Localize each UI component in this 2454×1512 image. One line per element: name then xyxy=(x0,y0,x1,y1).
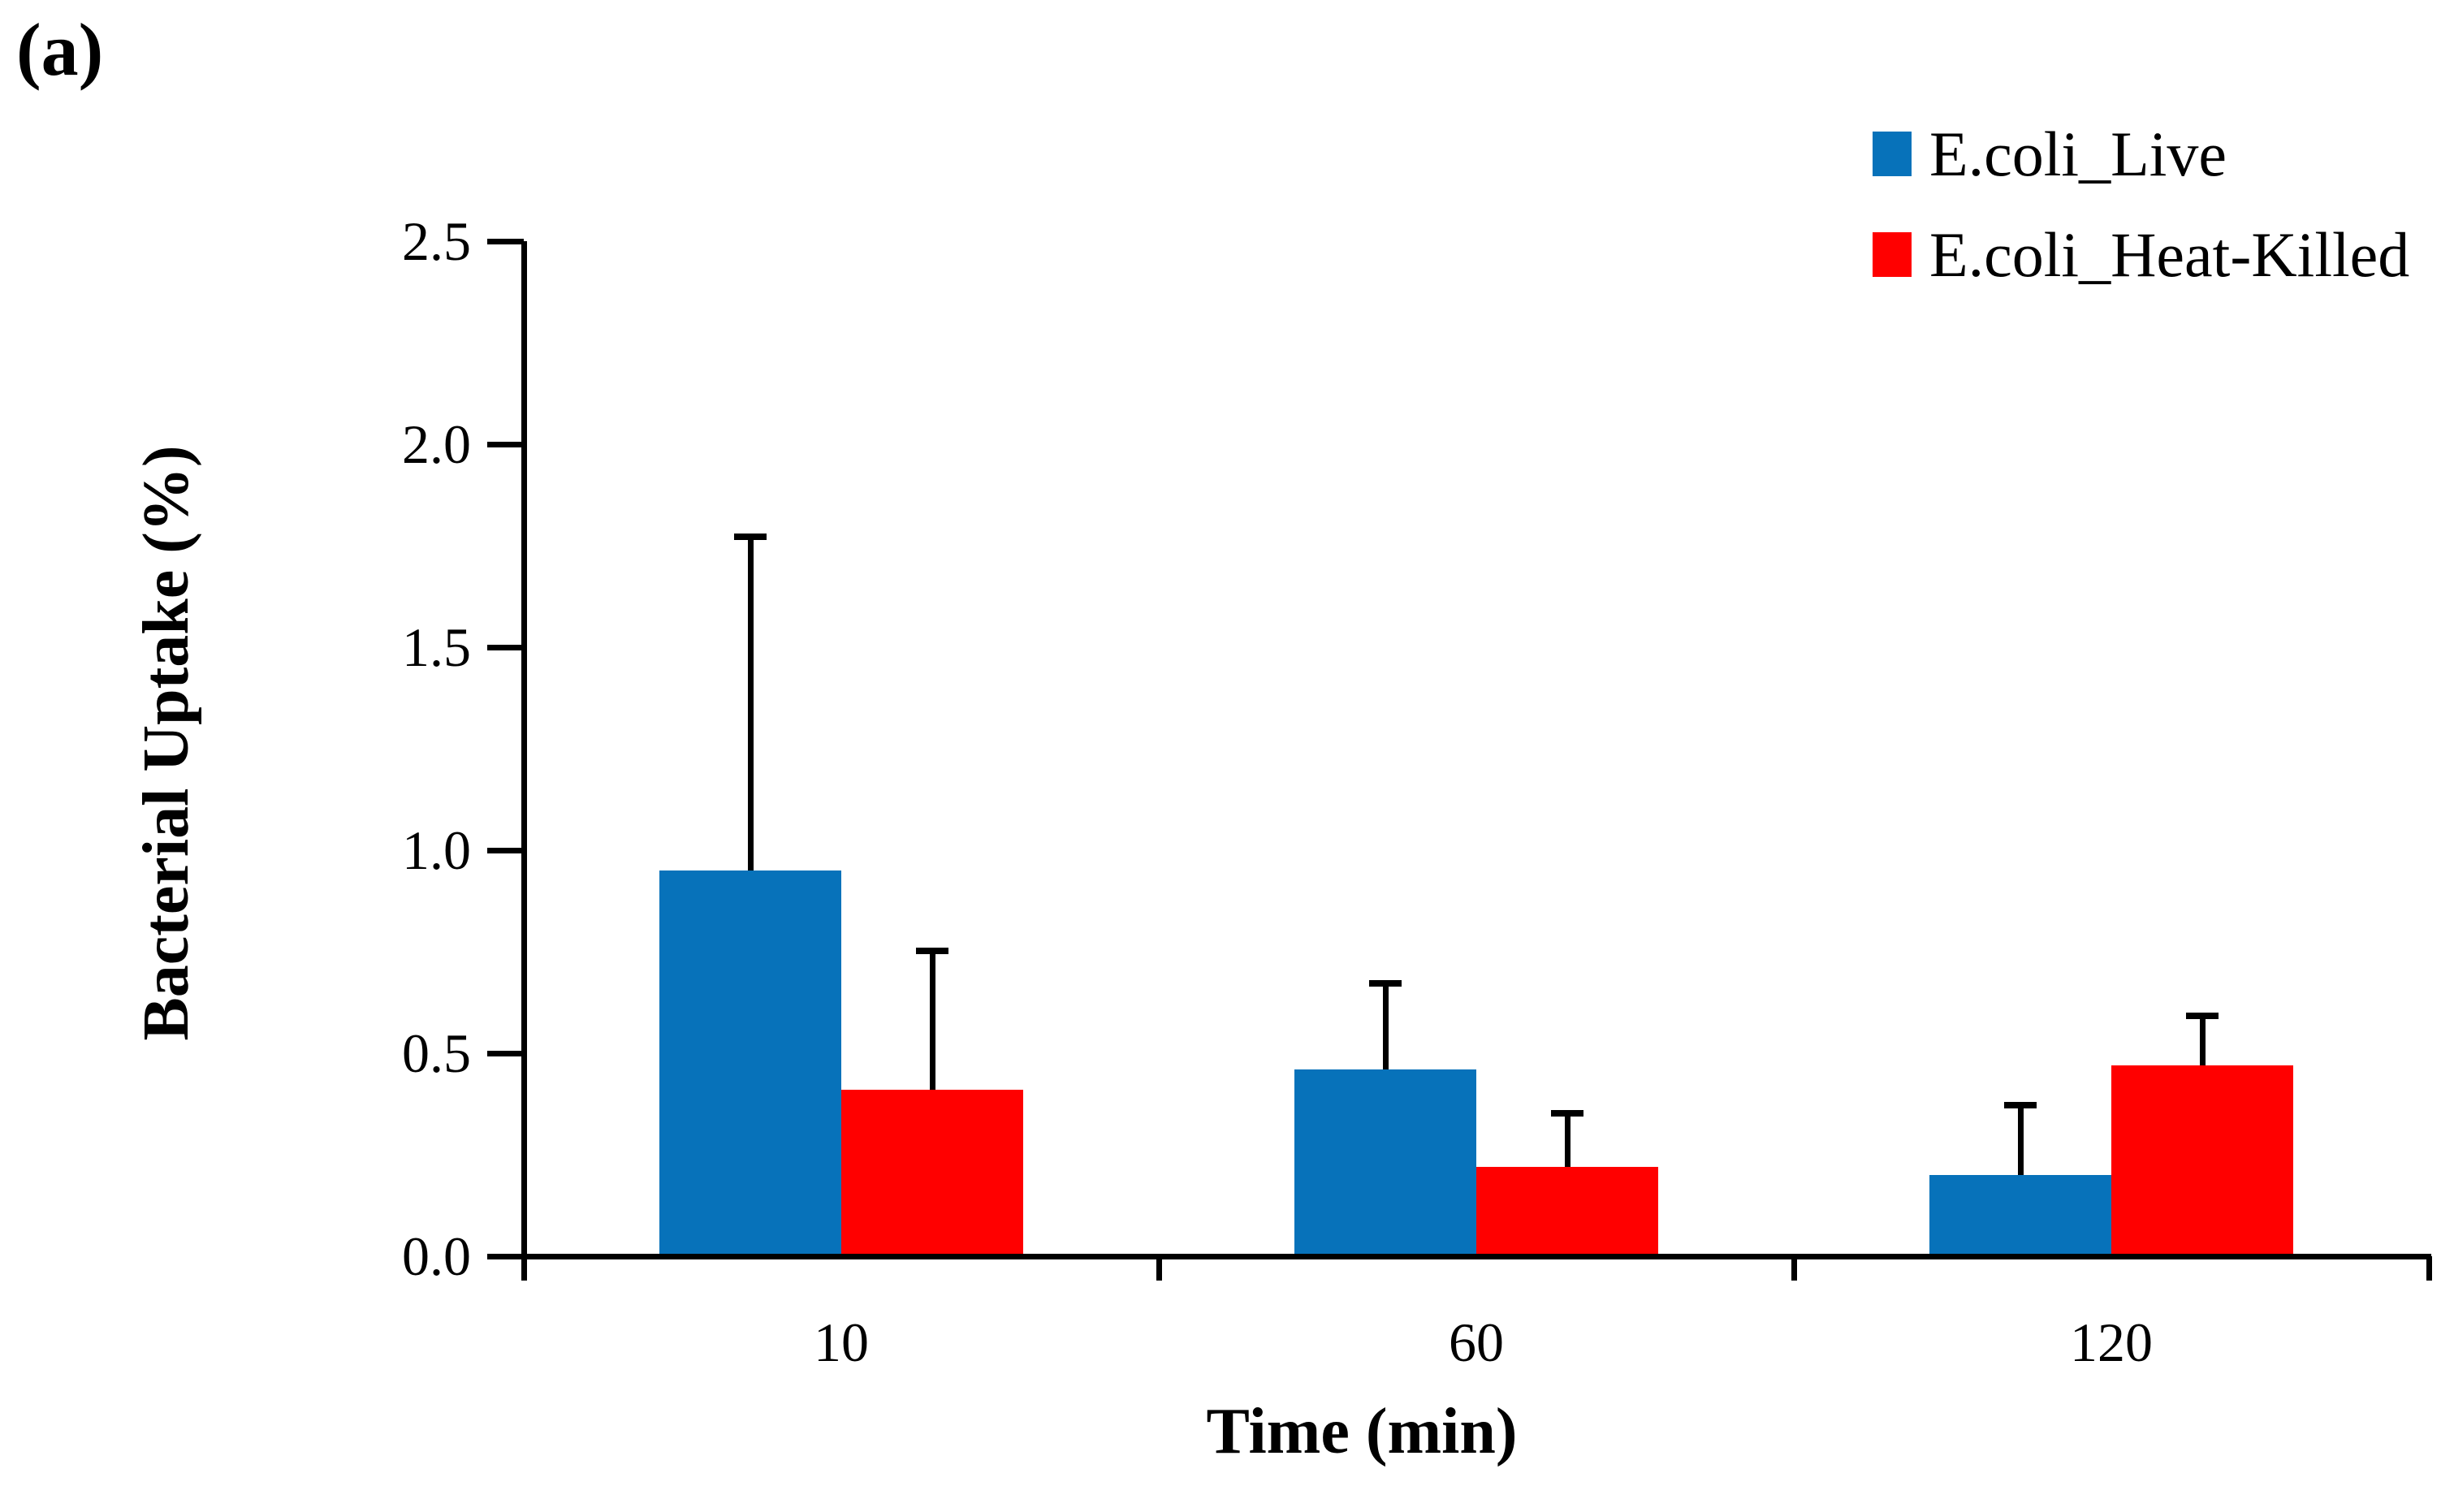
y-tick-0.0 xyxy=(487,1254,524,1259)
errorbar-line-E.coli_Heat-Killed-60 xyxy=(1564,1110,1570,1167)
errorbar-cap-E.coli_Live-120 xyxy=(2004,1102,2037,1108)
bar-E.coli_Live-10 xyxy=(659,870,841,1256)
legend-label-live: E.coli_Live xyxy=(1929,119,2227,189)
y-tick-0.5 xyxy=(487,1051,524,1056)
x-tick-boundary-0 xyxy=(521,1256,527,1281)
x-tick-label-60: 60 xyxy=(1449,1311,1504,1373)
errorbar-cap-E.coli_Heat-Killed-10 xyxy=(916,948,948,954)
errorbar-line-E.coli_Heat-Killed-10 xyxy=(929,948,935,1090)
errorbar-cap-E.coli_Live-10 xyxy=(734,534,767,540)
errorbar-line-E.coli_Live-10 xyxy=(747,534,754,870)
y-tick-label-2.5: 2.5 xyxy=(402,210,471,272)
errorbar-line-E.coli_Live-120 xyxy=(2017,1102,2024,1175)
x-tick-boundary-3 xyxy=(2426,1256,2432,1281)
x-axis-line xyxy=(521,1254,2431,1259)
x-tick-label-10: 10 xyxy=(814,1311,869,1373)
errorbar-line-E.coli_Live-60 xyxy=(1382,980,1389,1069)
x-tick-boundary-1 xyxy=(1156,1256,1162,1281)
x-tick-boundary-2 xyxy=(1791,1256,1797,1281)
x-tick-label-120: 120 xyxy=(2070,1311,2153,1373)
y-tick-label-1.0: 1.0 xyxy=(402,819,471,881)
y-tick-1.0 xyxy=(487,848,524,853)
bar-E.coli_Heat-Killed-10 xyxy=(841,1090,1023,1256)
bar-E.coli_Live-60 xyxy=(1294,1069,1476,1256)
x-axis-title: Time (min) xyxy=(1206,1396,1518,1467)
y-tick-label-0.0: 0.0 xyxy=(402,1225,471,1287)
y-tick-label-1.5: 1.5 xyxy=(402,616,471,678)
errorbar-cap-E.coli_Heat-Killed-120 xyxy=(2186,1013,2219,1019)
bar-E.coli_Heat-Killed-60 xyxy=(1476,1167,1658,1256)
errorbar-cap-E.coli_Heat-Killed-60 xyxy=(1551,1110,1583,1117)
legend-label-heat-killed: E.coli_Heat-Killed xyxy=(1929,219,2410,290)
y-tick-1.5 xyxy=(487,645,524,650)
legend-swatch-live xyxy=(1873,132,1912,176)
bar-E.coli_Heat-Killed-120 xyxy=(2111,1065,2293,1256)
panel-label: (a) xyxy=(16,8,104,91)
y-tick-2.0 xyxy=(487,442,524,447)
y-axis-line xyxy=(521,241,527,1281)
y-tick-label-0.5: 0.5 xyxy=(402,1022,471,1084)
y-tick-label-2.0: 2.0 xyxy=(402,413,471,475)
legend: E.coli_Live E.coli_Heat-Killed xyxy=(1873,122,2454,300)
errorbar-cap-E.coli_Live-60 xyxy=(1369,980,1402,987)
bar-E.coli_Live-120 xyxy=(1929,1175,2111,1256)
y-tick-2.5 xyxy=(487,239,524,244)
legend-swatch-heat-killed xyxy=(1873,232,1912,277)
errorbar-line-E.coli_Heat-Killed-120 xyxy=(2199,1013,2206,1065)
